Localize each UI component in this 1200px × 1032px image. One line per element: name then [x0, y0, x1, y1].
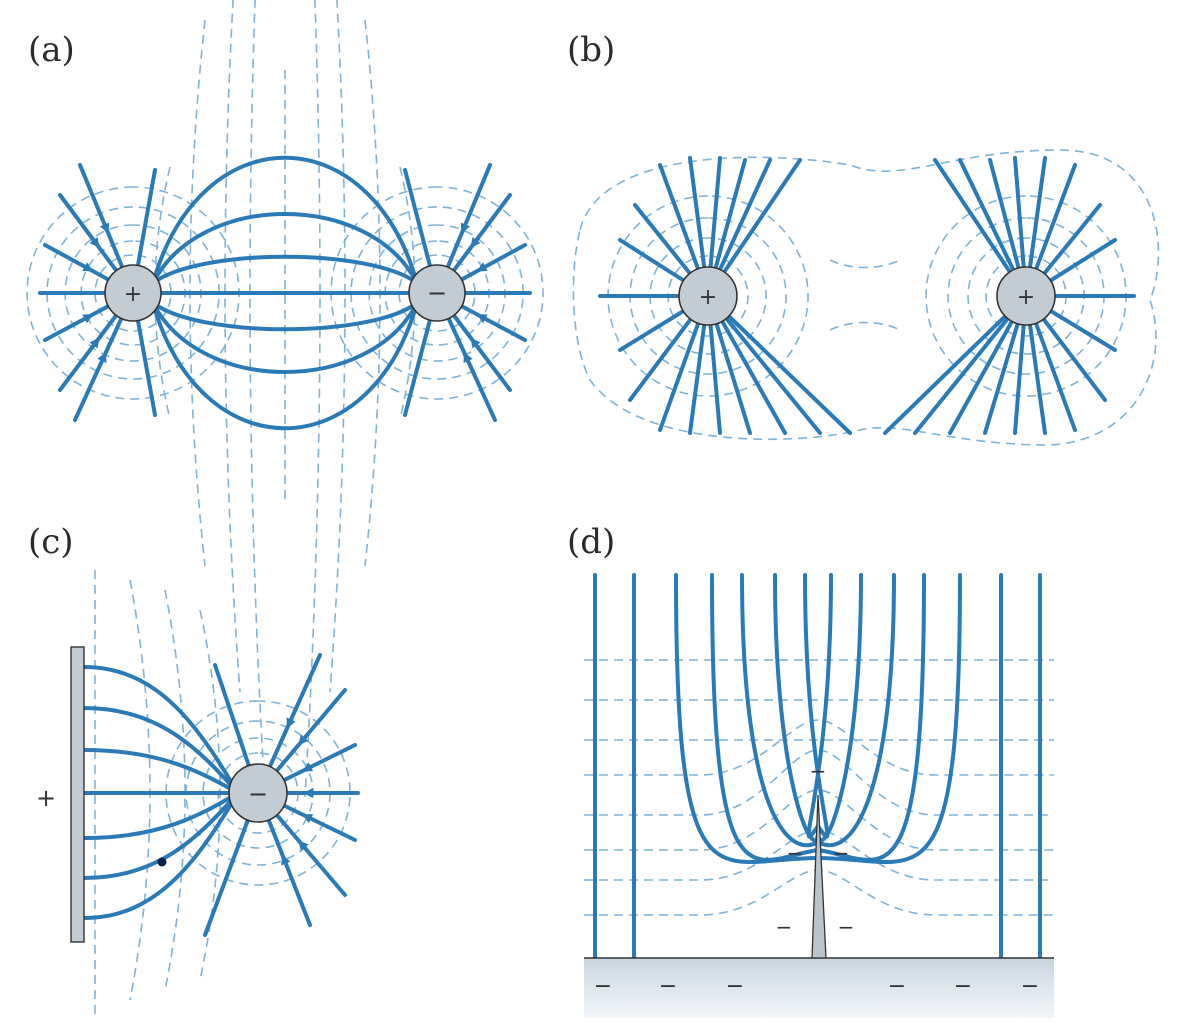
panel-a-dipole: + −	[27, 0, 543, 797]
panel-a-positive-charge: +	[105, 265, 161, 321]
equipotential-b-saddle-2	[830, 260, 900, 268]
panel-b-left-sign: +	[699, 285, 717, 310]
panel-d-lightning-rod: − − − − − − − − − − −	[584, 575, 1054, 1018]
equipotential-b-saddle-1	[830, 323, 900, 331]
equipotential-a-mid-left-3	[250, 0, 265, 797]
panel-a-equipotentials	[27, 0, 543, 797]
panel-b-positive-charge-left: +	[679, 267, 737, 325]
panel-d-ground-sign-5: −	[954, 974, 972, 999]
panel-d-tip-sign-mid-right: −	[833, 841, 850, 865]
equipotential-c-mid-0	[130, 580, 150, 1000]
panel-d-tip-sign-mid-left: −	[787, 841, 804, 865]
panel-c-charge-sign: −	[248, 780, 268, 808]
panel-c-plate-and-charge: + −	[36, 570, 358, 1020]
panel-b-positive-charge-right: +	[997, 267, 1055, 325]
panel-a-negative-charge: −	[409, 265, 465, 321]
field-line-c-plate-0	[84, 667, 238, 793]
equipotential-a-mid-right-2	[330, 0, 345, 692]
panel-d-ground-sign-3: −	[726, 974, 744, 999]
panel-d-ground-sign-1: −	[594, 974, 612, 999]
panel-d-ground-sign-2: −	[659, 974, 677, 999]
panel-d-ground	[584, 958, 1054, 1018]
panel-a-negative-sign: −	[427, 279, 447, 307]
panel-c-field-lines	[84, 655, 358, 935]
panel-c-test-point	[158, 858, 167, 867]
panel-d-tip-sign-low-left: −	[776, 915, 793, 939]
panel-b-like-charges: + +	[573, 150, 1158, 445]
panel-c-charged-plate	[71, 647, 84, 942]
panel-c-negative-charge: −	[229, 764, 287, 822]
equipotential-a-mid-right-3	[305, 0, 320, 797]
panel-d-tip-sign-low-right: −	[838, 915, 855, 939]
panel-c-plate-sign: +	[36, 784, 56, 812]
equipotential-c-mid-1	[165, 590, 185, 990]
panel-d-ground-sign-6: −	[1021, 974, 1039, 999]
panel-b-right-sign: +	[1017, 285, 1035, 310]
field-line-c-plate-6	[84, 793, 238, 918]
panel-d-tip-sign-top: −	[810, 759, 827, 783]
equipotential-a-mid-left-2	[225, 0, 240, 692]
panel-a-positive-sign: +	[124, 282, 142, 307]
panel-d-ground-sign-4: −	[888, 974, 906, 999]
